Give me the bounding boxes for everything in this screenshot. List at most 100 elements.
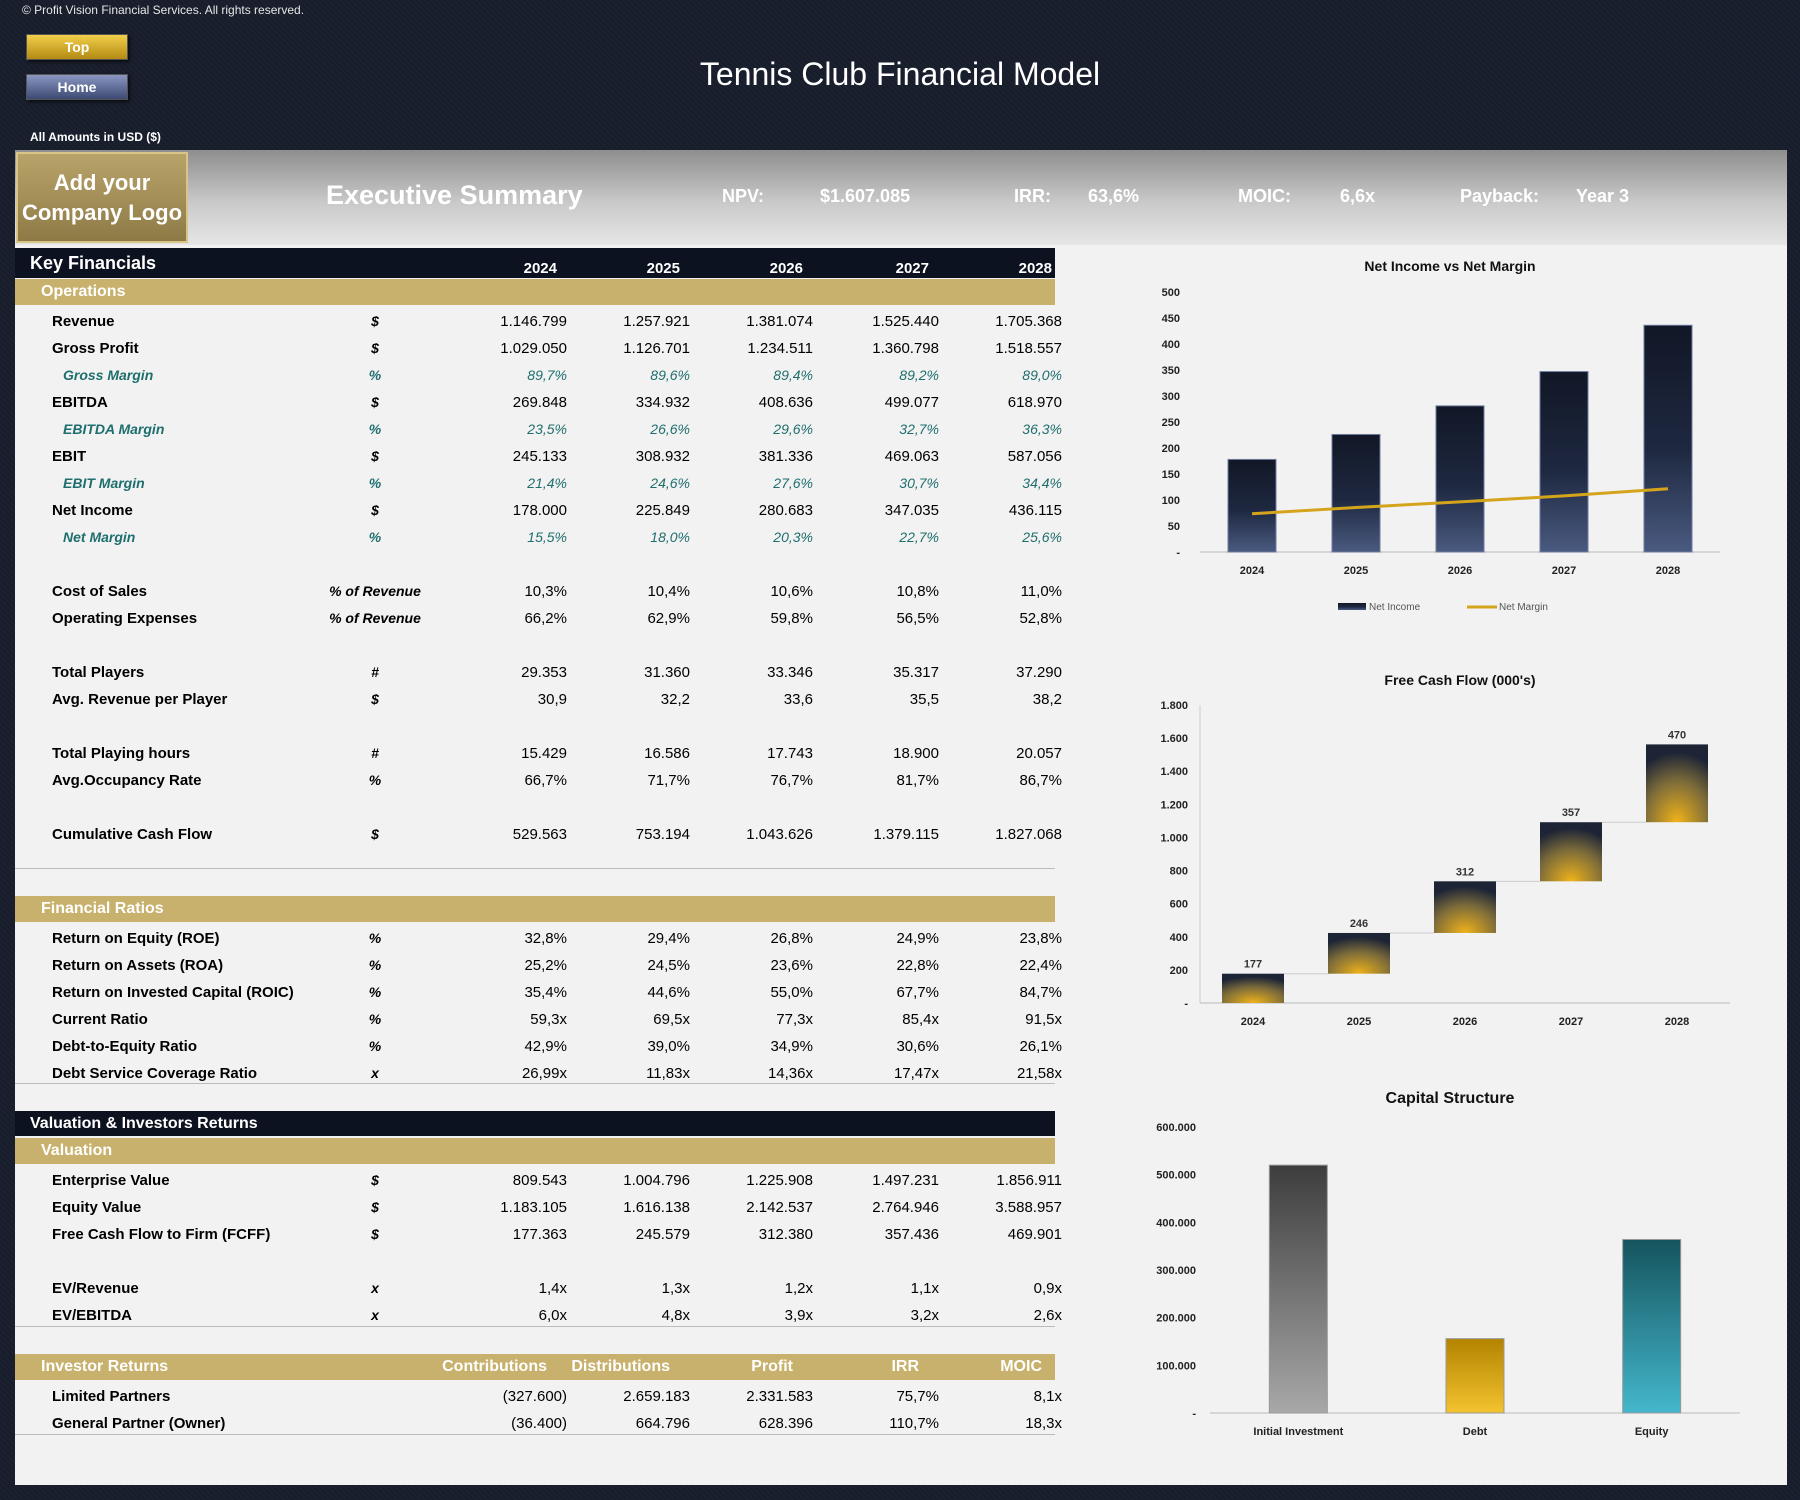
investor-returns-label: Investor Returns — [41, 1358, 169, 1375]
row-label: Limited Partners — [52, 1388, 171, 1405]
net-income-chart: - 50 100 150 200 250 300 350 400 450 500 2024 2025 20… — [1162, 287, 1720, 613]
data-label: 177 — [1244, 959, 1262, 971]
row-label: Debt-to-Equity Ratio — [52, 1038, 197, 1055]
y-tick-label: 1.800 — [1160, 700, 1188, 712]
cell-value: 32,2 — [660, 691, 690, 708]
top-button[interactable]: Top — [26, 34, 128, 60]
cell-value: 23,5% — [527, 421, 567, 437]
y-tick-label: 450 — [1162, 313, 1180, 325]
cell-value: 469.063 — [884, 448, 939, 465]
column-header: MOIC — [1000, 1358, 1042, 1375]
table-row: Enterprise Value $809.543 1.004.796 1.225.9… — [15, 1168, 1062, 1194]
data-label: 312 — [1456, 866, 1474, 878]
row-label: Return on Invested Capital (ROIC) — [52, 984, 294, 1001]
row-unit: % of Revenue — [329, 610, 421, 626]
legend-swatch-net-income — [1338, 603, 1366, 610]
cell-value: 62,9% — [647, 610, 690, 627]
cell-value: 24,5% — [647, 957, 690, 974]
row-label: Cumulative Cash Flow — [52, 826, 213, 843]
y-tick-label: 100 — [1162, 495, 1180, 507]
cell-value: 1.827.068 — [995, 826, 1062, 843]
cell-value: 18,3x — [1025, 1415, 1062, 1432]
year-header: 2028 — [1018, 260, 1052, 277]
divider — [15, 868, 1055, 869]
row-unit: $ — [371, 826, 379, 842]
table-row: Net Income $178.000 225.849 280.683 347.035 4… — [15, 498, 1062, 524]
cell-value: 10,4% — [647, 583, 690, 600]
data-label: 470 — [1668, 729, 1686, 741]
npv-label: NPV: — [722, 186, 765, 206]
payback-value: Year 3 — [1576, 186, 1630, 206]
chart-title-capital: Capital Structure — [1385, 1090, 1515, 1107]
irr-label: IRR: — [1014, 186, 1051, 206]
y-tick-label: 300.000 — [1156, 1265, 1196, 1277]
table-row: Gross Profit $1.029.050 1.126.701 1.234.511… — [15, 336, 1062, 362]
cell-value: 10,6% — [770, 583, 813, 600]
cell-value: 1.856.911 — [996, 1172, 1062, 1189]
row-label: EV/Revenue — [52, 1280, 139, 1297]
cell-value: 245.133 — [512, 448, 567, 465]
row-label: EBIT Margin — [63, 475, 145, 491]
table-row: EBIT Margin% 21,4% 24,6% 27,6% 30,7% 34,4% — [15, 471, 1062, 497]
row-unit: % — [368, 367, 382, 383]
cell-value: 26,1% — [1019, 1038, 1062, 1055]
valuation-header: Valuation & Investors Returns — [15, 1111, 1055, 1136]
x-tick-label: 2024 — [1240, 565, 1265, 577]
cell-value: 34,4% — [1022, 475, 1062, 491]
cell-value: 21,58x — [1016, 1065, 1062, 1082]
fcf-chart: - 200 400 600 800 1.000 1.200 1.400 1.600 1.800 17… — [1160, 700, 1730, 1028]
cell-value: 3,9x — [784, 1307, 813, 1324]
cell-value: 22,4% — [1019, 957, 1062, 974]
cell-value: 26,6% — [650, 421, 690, 437]
cell-value: 2.142.537 — [746, 1199, 813, 1216]
cell-value: 31.360 — [644, 664, 690, 681]
logo-line-1: Add your — [53, 169, 151, 195]
row-unit: $ — [371, 691, 379, 707]
table-row: EV/EBITDA x 6,0x 4,8x 3,9x 3,2x 2,6x — [15, 1303, 1062, 1329]
cell-value: 1.497.231 — [872, 1172, 939, 1189]
cell-value: 20,3% — [773, 529, 813, 545]
cell-value: 280.683 — [758, 502, 813, 519]
cell-value: 32,8% — [524, 930, 567, 947]
table-row: EBITDA Margin% 23,5% 26,6% 29,6% 32,7% 36,3% — [15, 417, 1062, 443]
cell-value: 20.057 — [1016, 745, 1062, 762]
cell-value: 110,7% — [889, 1415, 939, 1432]
table-row: Revenue $1.146.799 1.257.921 1.381.074 1.525… — [15, 309, 1062, 335]
row-label: Equity Value — [52, 1199, 142, 1216]
table-row: Cumulative Cash Flow $529.563 753.194 1.043… — [15, 822, 1062, 848]
y-tick-label: 50 — [1168, 521, 1180, 533]
cell-value: 753.194 — [635, 826, 690, 843]
row-label: EV/EBITDA — [52, 1307, 133, 1324]
cell-value: 10,8% — [896, 583, 939, 600]
y-tick-label: - — [1176, 547, 1180, 559]
y-tick-label: 200 — [1162, 443, 1180, 455]
cell-value: 39,0% — [647, 1038, 690, 1055]
x-tick-label: Initial Investment — [1253, 1426, 1343, 1438]
cell-value: 29.353 — [521, 664, 567, 681]
y-tick-label: 500 — [1162, 287, 1180, 299]
cell-value: 245.579 — [635, 1226, 690, 1243]
cell-value: 84,7% — [1019, 984, 1062, 1001]
y-tick-label: 1.200 — [1160, 799, 1188, 811]
currency-note: All Amounts in USD ($) — [30, 130, 161, 144]
cell-value: 85,4x — [902, 1011, 939, 1028]
tables-panel — [15, 245, 1055, 1485]
cell-value: 59,3x — [530, 1011, 567, 1028]
table-row: Net Margin% 15,5% 18,0% 20,3% 22,7% 25,6% — [15, 525, 1062, 551]
home-button[interactable]: Home — [26, 74, 128, 100]
net-income-bar — [1643, 324, 1693, 553]
table-row: Gross Margin% 89,7% 89,6% 89,4% 89,2% 89,0% — [15, 363, 1062, 389]
year-header: 2027 — [895, 260, 929, 277]
legend-label: Net Margin — [1499, 602, 1548, 613]
cell-value: 16.586 — [644, 745, 690, 762]
table-row: Operating Expenses % of Revenue 66,2% 62,9%… — [15, 606, 1062, 632]
cell-value: 10,3% — [524, 583, 567, 600]
y-tick-label: 100.000 — [1156, 1360, 1196, 1372]
cell-value: 1.379.115 — [873, 826, 939, 843]
y-tick-label: 500.000 — [1156, 1170, 1196, 1182]
table-row: Debt Service Coverage Ratio x 26,99x 11,83x… — [15, 1061, 1062, 1087]
cell-value: 18.900 — [893, 745, 939, 762]
row-unit: $ — [371, 448, 379, 464]
cell-value: 809.543 — [512, 1172, 567, 1189]
capital-structure-chart: - 100.000 200.000 300.000 400.000 500.000 600.… — [1156, 1122, 1740, 1438]
